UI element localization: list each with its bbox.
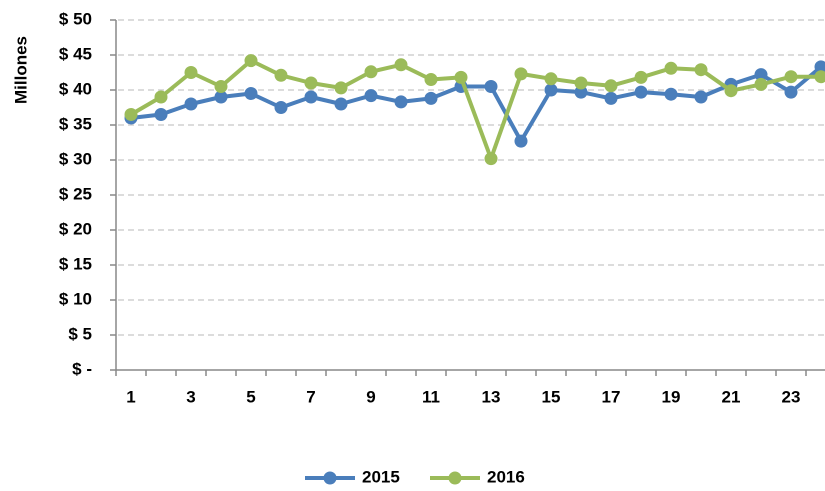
legend-label: 2016 [487,467,525,486]
data-point [544,72,558,86]
data-point [574,76,588,90]
data-point [394,58,408,72]
data-point [784,85,798,99]
legend-marker [448,471,462,485]
data-point [214,90,228,104]
data-point [154,108,168,121]
x-tick-label: 11 [422,387,440,406]
data-point [394,95,408,109]
x-tick-label: 13 [482,387,501,406]
data-point [154,90,168,104]
data-point [184,97,198,111]
data-point [754,68,768,82]
data-point [514,134,528,148]
series [124,54,825,166]
series-line [130,65,823,144]
y-tick-label: $ 50 [59,9,92,28]
data-point [604,79,618,93]
data-point [724,84,738,98]
data-point [634,70,648,84]
data-point [334,97,348,111]
data-point [634,85,648,99]
y-tick-label: $ 15 [59,254,92,273]
data-point [274,101,288,114]
data-point [484,152,498,166]
x-tick-label: 17 [602,387,621,406]
x-tick-label: 23 [782,387,801,406]
data-point [124,108,138,121]
y-tick-label: $ 20 [59,219,92,238]
legend-marker [323,471,337,485]
data-point [814,60,825,74]
data-point [694,63,708,77]
series-line [129,58,821,161]
x-tick-label: 19 [662,387,681,406]
data-point [784,70,798,84]
data-point [454,70,468,84]
y-tick-label: $ - [72,359,92,378]
x-tick-label: 9 [366,387,375,406]
data-point [244,54,258,68]
y-tick-label: $ 10 [59,289,92,308]
y-tick-label: $ 25 [59,184,92,203]
data-point [184,66,198,79]
x-tick-label: 7 [306,387,315,406]
data-point [754,77,768,91]
y-tick-label: $ 30 [59,149,92,168]
y-tick-label: $ 40 [59,79,92,98]
y-axis-label: Millones [11,36,30,104]
legend-label: 2015 [362,467,400,486]
data-point [334,81,348,95]
y-tick-label: $ 5 [68,324,92,343]
data-point [364,89,378,103]
data-point [364,65,378,79]
data-point [214,80,228,93]
data-point [244,87,258,100]
data-point [574,85,588,99]
data-point [304,90,318,104]
data-point [604,91,618,105]
data-point [544,83,558,97]
data-point [514,67,528,81]
data-point [484,80,498,93]
data-point [274,68,288,82]
x-tick-label: 21 [722,387,741,406]
x-tick-label: 15 [542,387,561,406]
data-point [664,61,678,75]
y-tick-label: $ 45 [59,44,92,63]
data-point [814,70,825,84]
x-tick-label: 1 [126,387,135,406]
series [124,60,825,148]
y-tick-label: $ 35 [59,114,92,133]
data-point [424,73,438,86]
data-point [694,90,708,104]
x-tick-label: 3 [186,387,195,406]
data-point [304,76,318,90]
data-point [664,87,678,101]
data-point [424,91,438,105]
x-tick-label: 5 [246,387,255,406]
